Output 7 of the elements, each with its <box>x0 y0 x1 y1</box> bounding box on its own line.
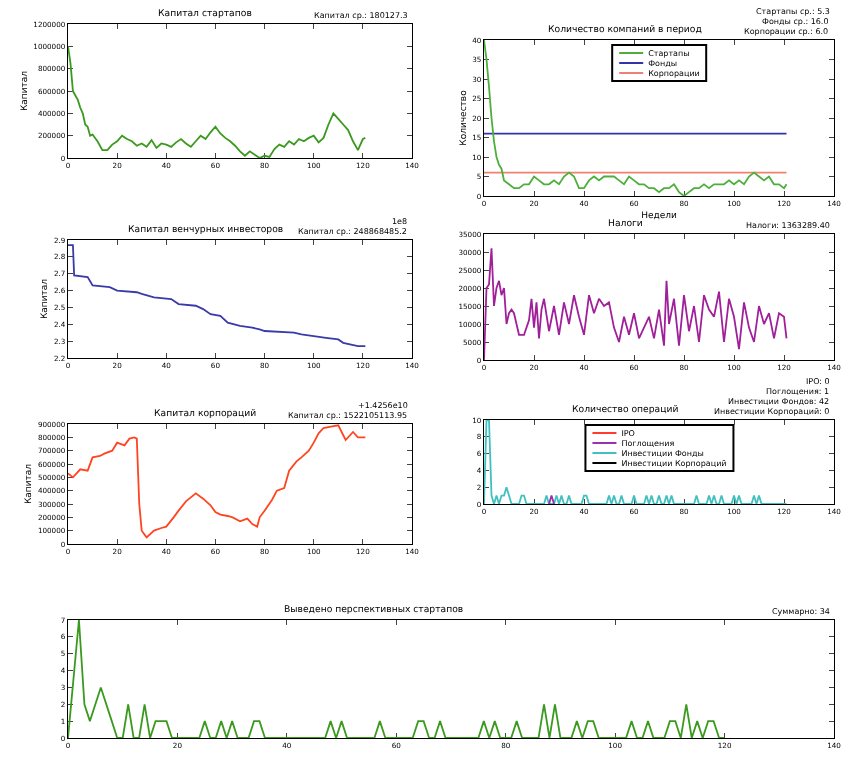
line-series <box>68 424 367 539</box>
line-series <box>68 620 726 738</box>
line-series <box>484 247 788 360</box>
line-series <box>68 244 367 348</box>
line-series <box>484 40 788 196</box>
line-series <box>484 420 788 504</box>
line-series <box>68 45 367 158</box>
